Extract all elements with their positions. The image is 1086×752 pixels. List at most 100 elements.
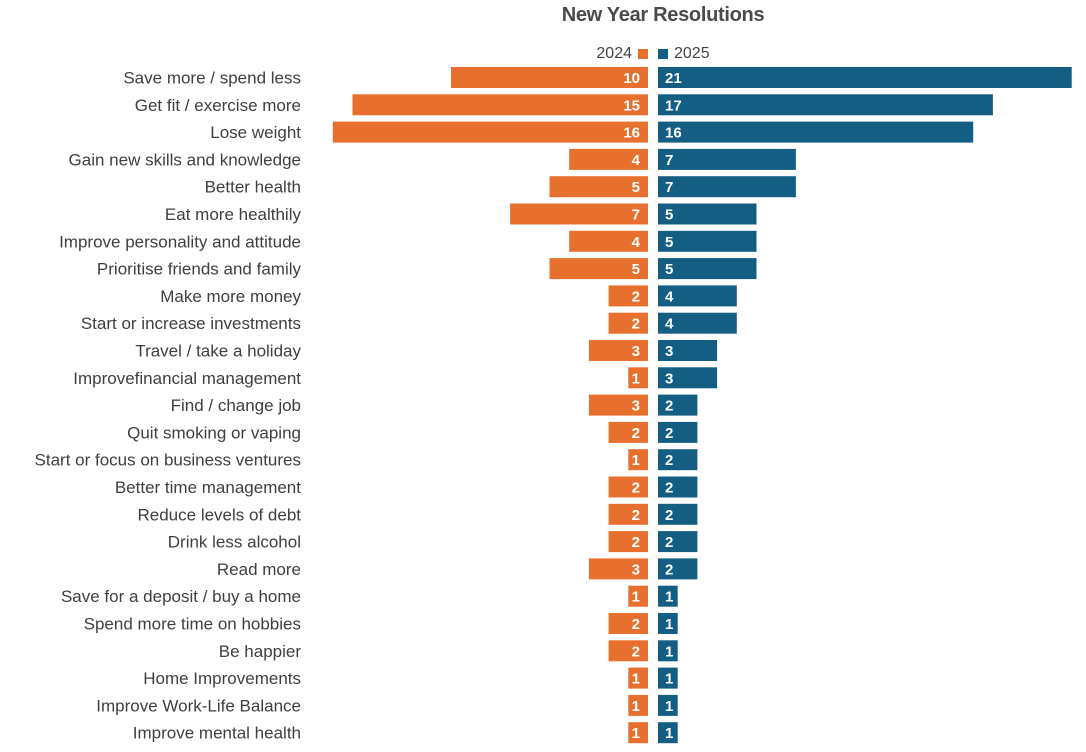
bar-2024 [588,558,648,580]
data-label-2024: 1 [632,698,640,715]
bar-2024 [608,613,648,634]
bar-2025 [658,421,698,443]
bar-2024 [608,640,648,662]
data-label-2024: 4 [632,152,641,169]
bar-2025 [658,94,993,116]
bar-2024 [549,258,648,280]
bar-2025 [658,176,796,198]
data-label-2024: 2 [632,534,640,551]
bar-2024 [608,312,648,334]
data-label-2025: 2 [665,507,673,524]
bar-2025 [658,148,796,170]
category-label: Home Improvements [143,669,301,688]
bar-2025 [658,613,678,634]
bar-2024 [608,421,648,443]
bar-2024 [628,449,648,471]
data-label-2025: 7 [665,179,673,196]
data-label-2025: 3 [665,370,673,387]
bar-2025 [658,694,678,716]
bar-2025 [658,340,718,361]
category-label: Get fit / exercise more [135,96,301,115]
legend-label-2025: 2025 [674,45,710,62]
data-label-2024: 3 [632,561,640,578]
data-label-2025: 4 [665,288,674,305]
category-label: Better health [205,178,301,197]
bar-2025 [658,449,698,471]
data-label-2025: 7 [665,152,673,169]
data-label-2024: 5 [632,261,640,278]
bar-2025 [658,230,757,252]
bar-2024 [510,203,648,225]
data-label-2025: 3 [665,343,673,360]
data-label-2025: 21 [665,70,682,87]
bar-2024 [608,285,648,307]
bar-2025 [658,531,698,553]
bar-2024 [332,121,648,143]
data-label-2024: 5 [632,179,640,196]
bar-2024 [569,230,648,252]
category-label: Eat more healthily [165,205,302,224]
category-label: Make more money [160,287,301,306]
bar-2025 [658,285,737,307]
category-label: Be happier [219,642,302,661]
bar-2024 [608,503,648,525]
bar-2024 [352,94,648,116]
bar-2025 [658,558,698,580]
category-label: Start or increase investments [81,314,301,333]
data-label-2024: 3 [632,343,640,360]
data-label-2024: 1 [632,452,640,469]
data-label-2024: 1 [632,671,640,688]
bar-2025 [658,476,698,498]
category-label: Better time management [115,478,301,497]
legend-swatch-2025 [658,49,668,59]
bar-2024 [569,148,648,170]
category-label: Improve personality and attitude [59,232,301,251]
data-label-2025: 1 [665,643,673,660]
category-label: Improve Work-Life Balance [96,696,301,715]
data-label-2024: 2 [632,480,640,497]
category-label: Reduce levels of debt [138,505,302,524]
data-label-2025: 5 [665,234,673,251]
bar-2025 [658,367,718,389]
data-label-2025: 2 [665,480,673,497]
bar-2025 [658,722,678,744]
bar-2025 [658,585,678,607]
bar-2025 [658,121,974,143]
data-label-2024: 16 [623,125,640,142]
legend-swatch-2024 [638,49,648,59]
data-label-2025: 2 [665,561,673,578]
data-label-2024: 2 [632,643,640,660]
legend-item-2024: 2024 [596,45,648,63]
bar-2024 [608,476,648,498]
data-label-2025: 2 [665,398,673,415]
bar-2024 [451,67,648,88]
data-label-2024: 7 [632,207,640,224]
data-label-2025: 2 [665,425,673,442]
legend-item-2025: 2025 [658,45,710,63]
category-label: Read more [217,560,301,579]
data-label-2025: 2 [665,534,673,551]
category-label: Gain new skills and knowledge [69,150,301,169]
bar-2024 [588,340,648,361]
data-label-2024: 4 [632,234,641,251]
bar-2024 [628,722,648,744]
data-label-2025: 2 [665,452,673,469]
data-label-2024: 2 [632,288,640,305]
data-label-2025: 5 [665,207,673,224]
data-label-2024: 15 [623,97,640,114]
data-label-2024: 1 [632,589,640,606]
category-label: Lose weight [210,123,301,142]
category-label: Prioritise friends and family [97,260,302,279]
legend-label-2024: 2024 [596,45,632,62]
category-label: Improvefinancial management [73,369,301,388]
data-label-2024: 1 [632,370,640,387]
bar-2024 [608,531,648,553]
bar-2024 [628,585,648,607]
data-label-2025: 1 [665,725,673,742]
category-label: Improve mental health [133,724,301,743]
category-label: Save more / spend less [123,69,301,88]
data-label-2024: 1 [632,725,640,742]
data-label-2024: 2 [632,616,640,633]
category-label: Travel / take a holiday [135,342,301,361]
